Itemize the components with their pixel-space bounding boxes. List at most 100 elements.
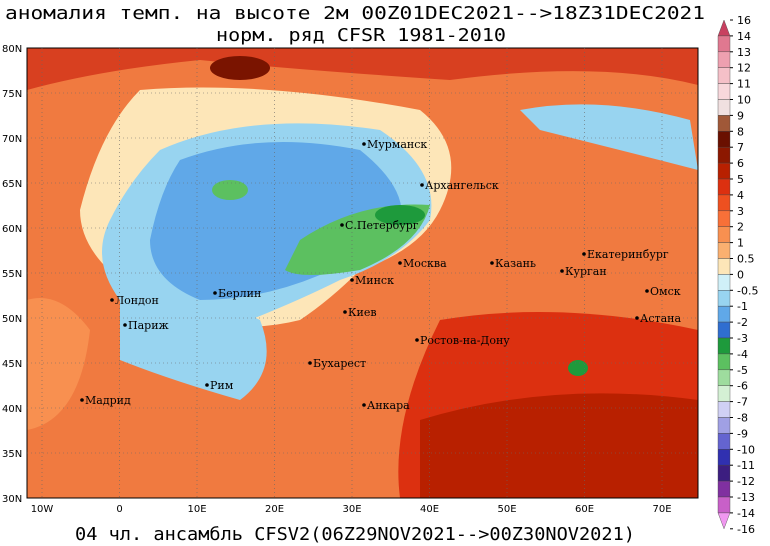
lat-label: 45N [2, 359, 22, 370]
lat-label: 40N [2, 404, 22, 415]
lat-label: 75N [2, 89, 22, 100]
colorbar-box [717, 178, 731, 196]
colorbar-box [717, 115, 731, 132]
city-label: Мурманск [367, 138, 427, 151]
lon-label: 60E [575, 504, 594, 515]
city-label: Бухарест [313, 357, 366, 370]
city-label: Париж [128, 319, 169, 332]
city-dot [490, 261, 494, 265]
colorbar-label: -11 [737, 459, 755, 472]
city-label: Лондон [115, 294, 159, 307]
city-dot [343, 310, 347, 314]
colorbar-label: 13 [737, 46, 751, 59]
colorbar-box [717, 321, 731, 339]
colorbar-box [717, 131, 731, 148]
colorbar-label: 3 [737, 205, 744, 218]
title-line-1: аномалия темп. на высоте 2м 00Z01DEC2021… [5, 3, 705, 24]
lat-label: 65N [2, 179, 22, 190]
colorbar-box [717, 512, 731, 530]
colorbar-box [717, 465, 731, 482]
colorbar-label: -1 [737, 300, 748, 313]
colorbar-label: 2 [737, 221, 744, 234]
colorbar-box [717, 290, 731, 307]
lat-label: 80N [2, 44, 22, 55]
colorbar-box [717, 147, 731, 164]
lat-label: 70N [2, 134, 22, 145]
colorbar-label: 9 [737, 109, 744, 122]
city-dot [415, 338, 419, 342]
lon-label: 20E [265, 504, 284, 515]
city-dot [645, 289, 649, 293]
colorbar-label: 12 [737, 62, 751, 75]
colorbar-label: -6 [737, 380, 748, 393]
lon-label: 10E [187, 504, 206, 515]
city-dot [560, 269, 564, 273]
colorbar-label: 8 [737, 125, 744, 138]
lon-label: 10W [31, 504, 54, 515]
lat-label: 50N [2, 314, 22, 325]
colorbar-box [717, 162, 731, 180]
colorbar-label: 6 [737, 157, 744, 170]
colorbar-box [717, 385, 731, 402]
colorbar-label: 7 [737, 141, 744, 154]
colorbar-box [717, 274, 731, 291]
colorbar-box [717, 337, 731, 355]
city-label: Архангельск [425, 179, 499, 192]
colorbar-box [717, 417, 731, 434]
city-dot [110, 298, 114, 302]
city-label: Астана [640, 312, 681, 325]
colorbar-label: -2 [737, 316, 748, 329]
colorbar-label: -13 [737, 491, 755, 504]
colorbar-box [717, 35, 731, 52]
colorbar-box [717, 449, 731, 466]
city-label: Берлин [218, 287, 261, 300]
colorbar-label: 16 [737, 14, 751, 27]
city-dot [398, 261, 402, 265]
colorbar-box [717, 258, 731, 275]
city-dot [308, 361, 312, 365]
city-label: Рим [210, 379, 234, 392]
colorbar-label: 1 [737, 237, 744, 250]
city-label: Курган [565, 265, 607, 278]
colorbar-box [717, 210, 731, 227]
colorbar-box [717, 242, 731, 259]
lon-label: 0 [116, 504, 122, 515]
city-label: Москва [403, 257, 447, 270]
city-label: Минск [355, 274, 394, 287]
city-label: Ростов-на-Дону [420, 334, 510, 347]
colorbar-label: 10 [737, 94, 751, 107]
colorbar-box [717, 19, 731, 37]
colorbar-label: -4 [737, 348, 748, 361]
city-dot [340, 223, 344, 227]
colorbar-label: 4 [737, 189, 744, 202]
city-dot [205, 383, 209, 387]
colorbar-box [717, 99, 731, 116]
colorbar-box [717, 51, 731, 68]
lat-label: 30N [2, 494, 22, 505]
anomaly-field [27, 48, 698, 498]
colorbar-box [717, 369, 731, 386]
colorbar: 16 14 13 12 11 10 9 8 7 6 5 4 3 2 1 0.5 0 -0.5 -1 -2 -3 -4 -5 -… [717, 14, 758, 536]
city-label: Омск [650, 285, 681, 298]
city-dot [362, 403, 366, 407]
colorbar-label: 14 [737, 30, 751, 43]
lon-label: 70E [652, 504, 671, 515]
city-label: Екатеринбург [587, 248, 669, 261]
city-label: Киев [348, 306, 377, 319]
colorbar-label: -5 [737, 364, 748, 377]
colorbar-box [717, 480, 731, 498]
city-dot [582, 252, 586, 256]
lat-label: 55N [2, 269, 22, 280]
lat-label: 60N [2, 224, 22, 235]
city-dot [362, 142, 366, 146]
lat-label: 35N [2, 449, 22, 460]
city-label: Анкара [367, 399, 410, 412]
city-dot [123, 323, 127, 327]
colorbar-label: 5 [737, 173, 744, 186]
city-label: С.Петербург [345, 219, 419, 232]
colorbar-box [717, 83, 731, 100]
colorbar-box [717, 226, 731, 243]
colorbar-box [717, 306, 731, 323]
footer: 04 чл. ансамбль CFSV2(06Z29NOV2021-->00Z… [75, 524, 635, 545]
